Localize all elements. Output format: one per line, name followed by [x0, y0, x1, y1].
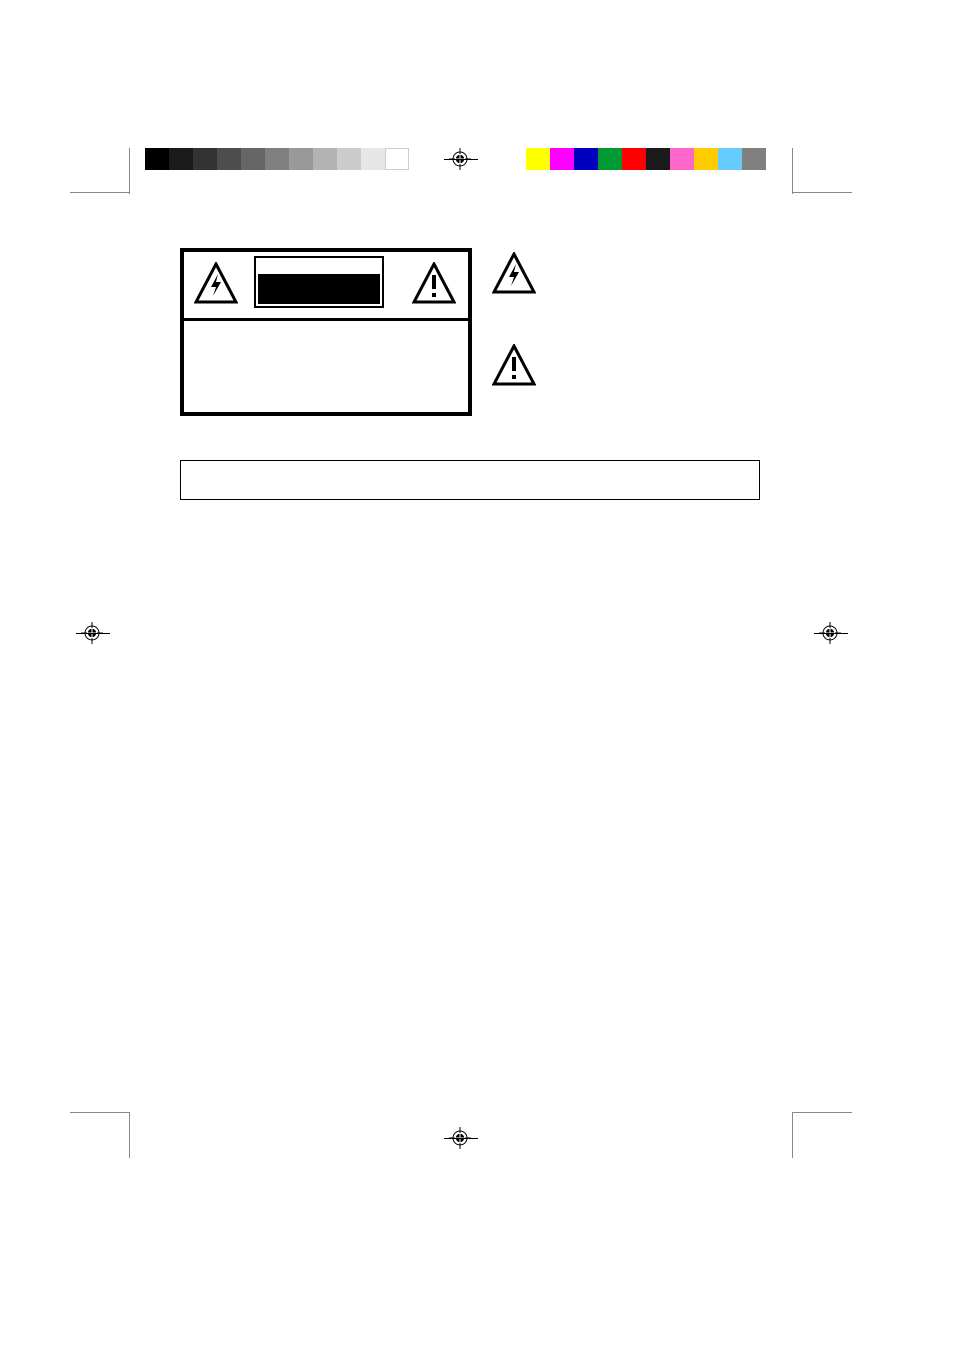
grayscale-swatch: [169, 148, 193, 170]
color-swatch: [574, 148, 598, 170]
grayscale-swatch: [337, 148, 361, 170]
exclamation-triangle-icon: [412, 262, 456, 306]
crop-mark-br-v: [792, 1112, 793, 1158]
color-swatch: [622, 148, 646, 170]
color-swatch: [646, 148, 670, 170]
grayscale-swatch: [145, 148, 169, 170]
reg-line: [444, 159, 478, 160]
grayscale-swatch: [217, 148, 241, 170]
reg-line: [814, 633, 848, 634]
crop-mark-br-h: [792, 1112, 852, 1113]
caution-label-box: [254, 256, 384, 308]
lightning-triangle-icon: [492, 252, 536, 296]
reg-line: [76, 633, 110, 634]
caution-label-fill: [258, 274, 380, 304]
crop-mark-tl-h: [70, 192, 130, 193]
crop-mark-bl-h: [70, 1112, 130, 1113]
outlined-text-box: [180, 460, 760, 500]
grayscale-swatch: [385, 148, 409, 170]
grayscale-swatch: [241, 148, 265, 170]
color-swatch-strip: [526, 148, 766, 170]
color-swatch: [694, 148, 718, 170]
color-swatch: [742, 148, 766, 170]
lightning-triangle-icon: [194, 262, 238, 306]
color-swatch: [550, 148, 574, 170]
caution-panel-top: [184, 252, 468, 318]
grayscale-swatch: [361, 148, 385, 170]
grayscale-swatch: [289, 148, 313, 170]
color-swatch: [598, 148, 622, 170]
caution-panel: [180, 248, 472, 416]
side-warning-icons: [492, 252, 552, 436]
caution-panel-bottom: [184, 318, 468, 412]
crop-mark-tr-v: [792, 148, 793, 194]
grayscale-swatch-strip: [145, 148, 409, 170]
color-swatch: [718, 148, 742, 170]
color-swatch: [526, 148, 550, 170]
grayscale-swatch: [193, 148, 217, 170]
crop-mark-tr-h: [792, 192, 852, 193]
grayscale-swatch: [265, 148, 289, 170]
reg-line: [444, 1138, 478, 1139]
grayscale-swatch: [313, 148, 337, 170]
color-swatch: [670, 148, 694, 170]
exclamation-triangle-icon: [492, 344, 536, 388]
crop-mark-tl-v: [129, 148, 130, 194]
crop-mark-bl-v: [129, 1112, 130, 1158]
